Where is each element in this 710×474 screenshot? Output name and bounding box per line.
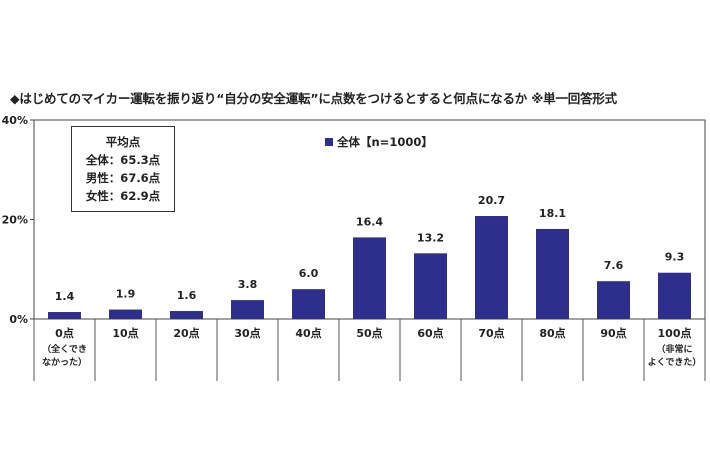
average-heading: 平均点 — [105, 135, 141, 149]
x-tick-sublabel: なかった） — [42, 357, 87, 368]
bar — [231, 300, 264, 319]
legend-swatch — [325, 138, 333, 146]
chart-title: ◆はじめてのマイカー運転を振り返り“自分の安全運転”に点数をつけるとすると何点に… — [10, 91, 617, 106]
bar — [536, 228, 569, 319]
bar — [597, 281, 630, 319]
x-tick-label: 70点 — [478, 326, 504, 340]
legend: 全体【n=1000】 — [325, 134, 433, 150]
average-total: 全体：65.3点 — [85, 153, 161, 167]
x-tick-label: 80点 — [539, 326, 565, 340]
y-tick-label: 0% — [9, 313, 28, 326]
x-tick-label: 90点 — [600, 326, 626, 340]
average-male: 男性：67.6点 — [85, 171, 161, 185]
x-tick-label: 60点 — [417, 326, 443, 340]
bar — [658, 272, 691, 319]
average-female: 女性：62.9点 — [85, 189, 161, 203]
bar — [109, 309, 142, 319]
x-tick-sublabel: よくできた） — [648, 357, 702, 368]
data-label: 13.2 — [417, 231, 444, 244]
x-tick-label: 20点 — [173, 326, 199, 340]
legend-label: 全体【n=1000】 — [337, 135, 433, 149]
x-tick-label: 0点 — [55, 326, 74, 340]
bar — [475, 216, 508, 319]
bar — [48, 312, 81, 319]
bar — [170, 311, 203, 319]
bar — [414, 253, 447, 319]
bar — [292, 289, 325, 319]
x-tick-label: 100点 — [658, 326, 692, 340]
x-tick-sublabel: （全くでき — [42, 343, 87, 355]
data-label: 18.1 — [539, 207, 566, 220]
average-score-box: 平均点 全体：65.3点 男性：67.6点 女性：62.9点 — [71, 126, 175, 212]
data-label: 3.8 — [238, 278, 258, 291]
x-tick-label: 30点 — [234, 326, 260, 340]
x-tick-label: 40点 — [295, 326, 321, 340]
y-tick-label: 20% — [2, 214, 28, 227]
bar — [353, 237, 386, 319]
x-tick-sublabel: （非常に — [656, 343, 692, 355]
data-label: 1.9 — [116, 288, 136, 301]
data-label: 9.3 — [665, 251, 685, 264]
x-tick-label: 50点 — [356, 326, 382, 340]
data-label: 16.4 — [356, 215, 383, 228]
data-label: 7.6 — [604, 259, 624, 272]
data-label: 1.6 — [177, 289, 197, 302]
data-label: 20.7 — [478, 194, 505, 207]
data-label: 1.4 — [55, 290, 75, 303]
y-tick-label: 40% — [2, 114, 28, 127]
data-label: 6.0 — [299, 267, 319, 280]
x-tick-label: 10点 — [112, 326, 138, 340]
